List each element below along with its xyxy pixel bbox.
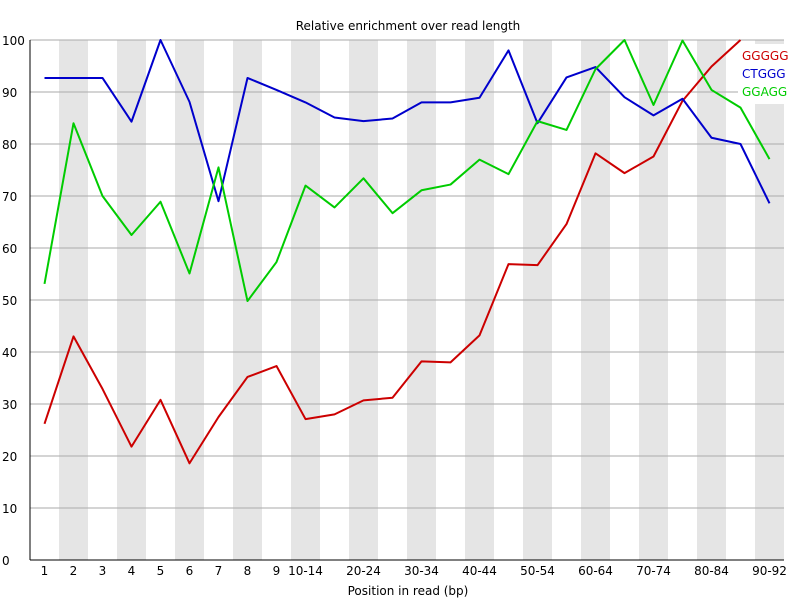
x-tick-label: 2 — [70, 564, 78, 578]
series-line-ctggg — [44, 39, 771, 204]
legend-box — [738, 44, 790, 104]
x-tick-label: 5 — [157, 564, 165, 578]
x-axis-label: Position in read (bp) — [348, 584, 469, 598]
series-lines — [43, 39, 771, 465]
y-tick-labels: 0 10 20 30 40 50 60 70 80 90 100 — [2, 34, 25, 568]
y-tick-label: 30 — [2, 398, 17, 412]
x-tick-label: 90-92 — [752, 564, 787, 578]
x-tick-label: 8 — [244, 564, 252, 578]
x-tick-label: 10-14 — [288, 564, 323, 578]
x-tick-label: 30-34 — [404, 564, 439, 578]
legend-entry-ggggg: GGGGG — [742, 49, 789, 63]
y-tick-label: 50 — [2, 294, 17, 308]
x-tick-label: 20-24 — [346, 564, 381, 578]
legend: GGGGG CTGGG GGAGG — [738, 44, 790, 104]
y-tick-label: 40 — [2, 346, 17, 360]
chart-title: Relative enrichment over read length — [296, 19, 521, 33]
x-tick-label: 6 — [186, 564, 194, 578]
x-tick-label: 7 — [215, 564, 223, 578]
x-tick-label: 1 — [41, 564, 49, 578]
axes — [29, 40, 784, 561]
x-tick-label: 60-64 — [578, 564, 613, 578]
x-tick-label: 9 — [273, 564, 281, 578]
x-tick-label: 80-84 — [694, 564, 729, 578]
y-tick-label: 20 — [2, 450, 17, 464]
grid-lines — [30, 39, 784, 509]
x-tick-label: 4 — [128, 564, 136, 578]
x-tick-label: 40-44 — [462, 564, 497, 578]
y-tick-label: 70 — [2, 190, 17, 204]
y-tick-label: 10 — [2, 502, 17, 516]
x-tick-labels: 1 2 3 4 5 6 7 8 9 10-14 20-24 30-34 40-44 50-54 60-64 7… — [41, 564, 787, 578]
x-tick-label: 70-74 — [636, 564, 671, 578]
legend-entry-ggagg: GGAGG — [742, 85, 787, 99]
y-tick-label: 90 — [2, 86, 17, 100]
y-tick-label: 100 — [2, 34, 25, 48]
x-tick-label: 3 — [99, 564, 107, 578]
y-tick-label: 60 — [2, 242, 17, 256]
x-tick-label: 50-54 — [520, 564, 555, 578]
series-line-ggagg — [43, 39, 771, 303]
series-line-ggggg — [43, 39, 742, 465]
legend-entry-ctggg: CTGGG — [742, 67, 786, 81]
y-tick-label: 0 — [2, 554, 10, 568]
y-tick-label: 80 — [2, 138, 17, 152]
